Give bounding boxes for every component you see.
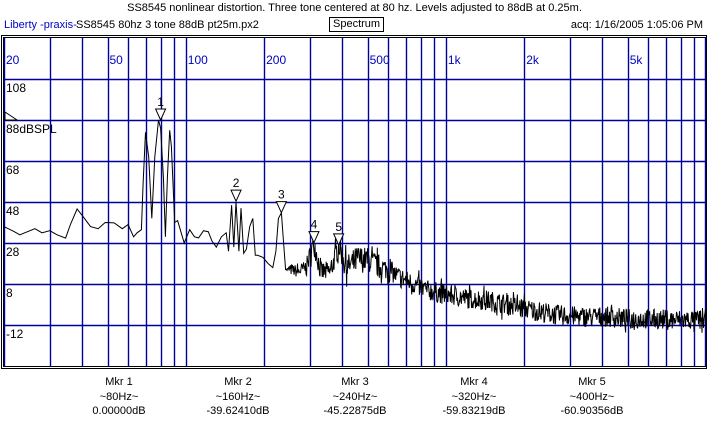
marker-freq: ~320Hz~ [451,390,497,403]
marker-freq: ~160Hz~ [215,390,261,403]
marker-triangle-icon [154,108,167,122]
marker-number: 3 [278,188,285,202]
marker-value: 0.00000dB [92,405,146,417]
x-tick-label: 20 [6,53,20,67]
marker-label: Mkr 3 [341,376,369,388]
x-tick-label: 200 [266,53,286,67]
marker-readout-4: Mkr 4 ~320Hz~ -59.83219dB [419,375,529,419]
x-tick-label: 5k [630,53,644,67]
marker-readout-2: Mkr 2 ~160Hz~ -39.62410dB [183,375,293,419]
y-tick-label: 8 [6,286,13,300]
y-tick-label: 28 [6,245,20,259]
marker-freq: ~400Hz~ [569,390,615,403]
x-tick-label: 1k [448,53,462,67]
brand-label: Liberty -praxis- [4,19,77,31]
marker-value: -45.22875dB [323,405,387,417]
x-tick-label: 2k [526,53,540,67]
marker-label: Mkr 1 [105,376,133,388]
chart-title: SS8545 nonlinear distortion. Three tone … [127,2,582,14]
marker-triangle-icon [230,189,242,203]
reference-level-icon [4,111,19,121]
acquisition-timestamp: acq: 1/16/2005 1:05:06 PM [570,19,703,31]
marker-value: -59.83219dB [442,405,506,417]
y-tick-label: 48 [6,204,20,218]
marker-value: -60.90356dB [560,405,624,417]
marker-label: Mkr 5 [578,376,606,388]
marker-triangle-icon [308,231,320,244]
marker-freq: ~80Hz~ [99,390,139,403]
marker-number: 5 [335,220,342,234]
marker-number: 2 [233,176,240,190]
marker-readout-1: Mkr 1 ~80Hz~ 0.00000dB [64,375,174,419]
plot-outer-border [1,35,707,369]
marker-label: Mkr 4 [460,376,488,388]
spectrum-mode-button[interactable]: Spectrum [329,17,385,32]
marker-value: -39.62410dB [206,405,270,417]
x-tick-label: 100 [188,53,208,67]
marker-freq: ~240Hz~ [332,390,378,403]
spectrum-trace [3,119,707,333]
y-tick-label: 108 [6,81,26,95]
y-tick-label: 68 [6,163,20,177]
x-tick-label: 500 [370,53,390,67]
file-name: SS8545 80hz 3 tone 88dB pt25m.px2 [76,19,259,31]
marker-number: 4 [311,218,318,232]
marker-label: Mkr 2 [224,376,252,388]
marker-readout-3: Mkr 3 ~240Hz~ -45.22875dB [300,375,410,419]
marker-triangle-icon [332,233,345,247]
marker-number: 1 [157,95,164,109]
y-tick-label: -12 [6,327,24,341]
x-tick-label: 50 [110,53,124,67]
y-tick-label: 88dBSPL [6,122,57,136]
marker-triangle-icon [275,201,288,214]
marker-readout-5: Mkr 5 ~400Hz~ -60.90356dB [537,375,647,419]
